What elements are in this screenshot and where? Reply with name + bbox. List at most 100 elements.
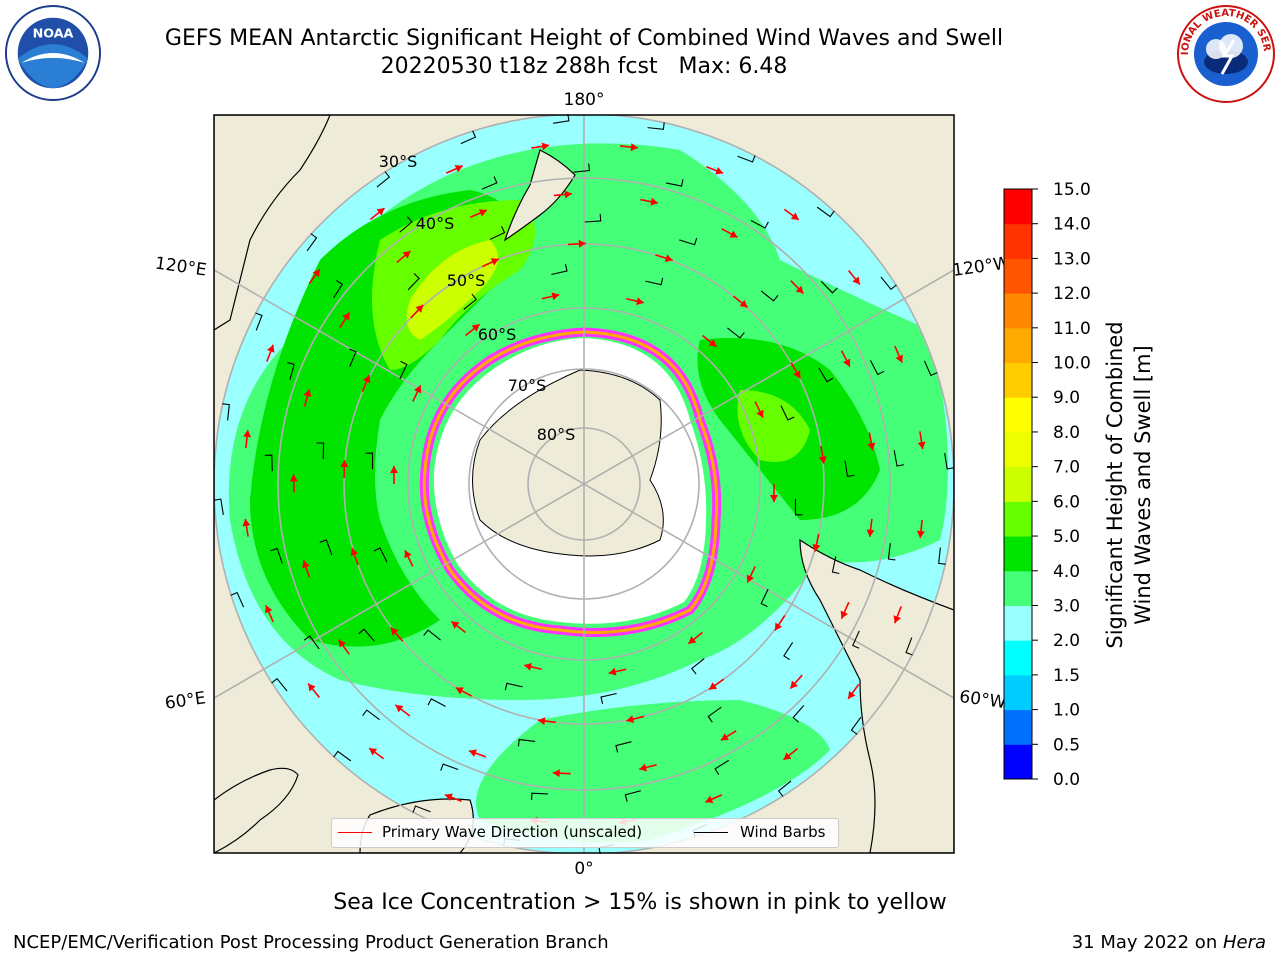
wind-barb (255, 312, 263, 331)
colorbar-segment (1004, 744, 1032, 780)
wind-barb (780, 405, 795, 421)
wind-barb (440, 763, 459, 771)
wind-barb (679, 237, 698, 246)
wave-arrow-head (402, 250, 411, 259)
wind-barb (230, 591, 245, 608)
wave-arrow-head (444, 793, 453, 801)
wind-barb (645, 277, 664, 286)
wind-barb (887, 543, 896, 561)
wave-arrow-head (376, 208, 385, 216)
wave-arrow-head (390, 466, 398, 473)
wind-barb (333, 750, 352, 762)
lat-label-60s: 60°S (478, 325, 517, 344)
wind-barb (794, 498, 803, 516)
wind-barb (624, 790, 641, 802)
wind-barb (844, 460, 855, 477)
wind-barb (573, 163, 591, 173)
wind-barb (905, 637, 913, 656)
wind-barb (792, 705, 805, 723)
footer-date-text: 31 May 2022 on (1071, 932, 1223, 953)
wave-arrow-head (578, 239, 586, 248)
colorbar-segment (1004, 258, 1032, 294)
chart-title: GEFS MEAN Antarctic Significant Height o… (164, 26, 1004, 51)
footer-date: 31 May 2022 on Hera (1072, 932, 1266, 953)
wind-barb (423, 629, 441, 641)
lat-label-80s: 80°S (537, 425, 576, 444)
footer-branch: NCEP/EMC/Verification Post Processing Pr… (13, 932, 609, 953)
wave-arrow-head (404, 550, 412, 559)
wind-barb (737, 155, 756, 163)
lat-label-70s: 70°S (508, 376, 547, 395)
wave-arrow-head (303, 389, 312, 398)
colorbar-segment (1004, 674, 1032, 711)
wave-arrow-head (415, 304, 424, 313)
wind-barb (615, 741, 632, 753)
wave-arrow-head (564, 190, 572, 199)
wave-arrow-head (413, 385, 422, 394)
wave-arrow-head (790, 680, 798, 689)
wind-barb (271, 677, 288, 692)
wave-arrow-head (795, 285, 804, 294)
land-australia (214, 115, 331, 331)
colorbar-tick-label: 1.0 (1053, 701, 1080, 721)
wave-direction-legend-line (338, 832, 372, 833)
wave-arrow-head (818, 456, 827, 464)
wave-arrow-head (770, 495, 778, 502)
wave-arrow-head (308, 683, 316, 692)
wind-barb (869, 360, 885, 376)
land-antarctica (472, 369, 664, 557)
wind-barb (463, 293, 478, 310)
colorbar-tick-label: 5.0 (1053, 527, 1080, 547)
wave-arrow-head (369, 748, 378, 756)
wave-arrow-head (917, 441, 926, 450)
wave-arrow-head (705, 795, 714, 803)
wave-arrow-head (793, 370, 801, 379)
wave-arrow-head (451, 621, 460, 629)
colorbar-tick-label: 15.0 (1053, 180, 1091, 200)
wind-barb (264, 454, 273, 472)
wave-direction-legend-label: Primary Wave Direction (unscaled) (382, 823, 643, 841)
colorbar-tick-label: 12.0 (1053, 284, 1091, 304)
colorbar-tick-label: 3.0 (1053, 596, 1080, 616)
wind-barb (727, 327, 745, 339)
colorbar-tick-label: 7.0 (1053, 458, 1080, 478)
wave-arrow-head (688, 636, 697, 644)
wind-barb (750, 219, 769, 229)
wave-arrow-head (866, 529, 875, 537)
wave-arrow-head (746, 574, 755, 583)
wave-arrow-head (812, 543, 821, 552)
colorbar-segment (1004, 570, 1032, 606)
wind-barb (690, 658, 705, 675)
wind-barb (319, 539, 333, 556)
wave-arrow-head (867, 442, 876, 451)
wave-arrow-head (478, 209, 487, 217)
wind-barb (938, 547, 946, 565)
wave-arrow-head (455, 687, 464, 695)
wave-arrow-head (708, 339, 717, 347)
colorbar-segment (1004, 466, 1032, 502)
wind-barb (358, 628, 375, 642)
wave-arrow-head (630, 143, 639, 152)
wave-arrow-head (265, 605, 273, 614)
land-south-america (799, 538, 954, 853)
colorbar-tick-label: 0.0 (1053, 770, 1080, 790)
map-frame (213, 114, 955, 854)
wave-arrow-head (715, 167, 724, 175)
colorbar-segment (1004, 223, 1032, 259)
wave-arrow-head (552, 769, 560, 778)
wave-arrow-head (720, 733, 729, 741)
land-new-zealand (503, 149, 576, 242)
wind-barb (893, 450, 904, 467)
wind-barb (399, 216, 413, 233)
colorbar-segment (1004, 189, 1032, 225)
colorbar-segment (1004, 431, 1032, 468)
wind-barb (427, 698, 446, 707)
wind-barb (376, 171, 391, 188)
wave-arrow-head (471, 324, 480, 332)
wave-band-6-7m (406, 240, 498, 340)
wind-barb (647, 122, 665, 130)
colorbar-tick-label: 4.0 (1053, 562, 1080, 582)
wind-barb (460, 130, 477, 145)
wind-barb (584, 213, 602, 223)
colorbar-segment (1004, 397, 1032, 433)
